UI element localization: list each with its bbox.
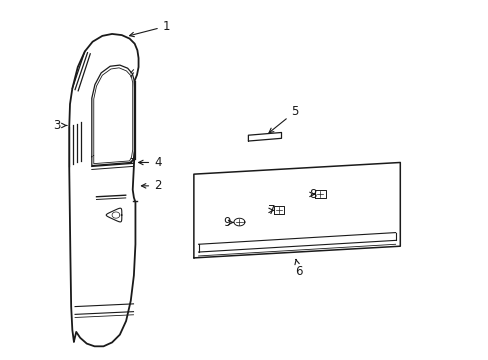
Text: 4: 4 — [139, 156, 162, 169]
Text: 9: 9 — [223, 216, 233, 229]
Text: 3: 3 — [54, 119, 66, 132]
Text: 1: 1 — [129, 20, 170, 37]
Text: 7: 7 — [267, 204, 275, 217]
Text: 6: 6 — [294, 260, 302, 278]
Text: 8: 8 — [308, 188, 316, 201]
Text: 5: 5 — [268, 105, 298, 133]
Text: 2: 2 — [141, 179, 162, 192]
